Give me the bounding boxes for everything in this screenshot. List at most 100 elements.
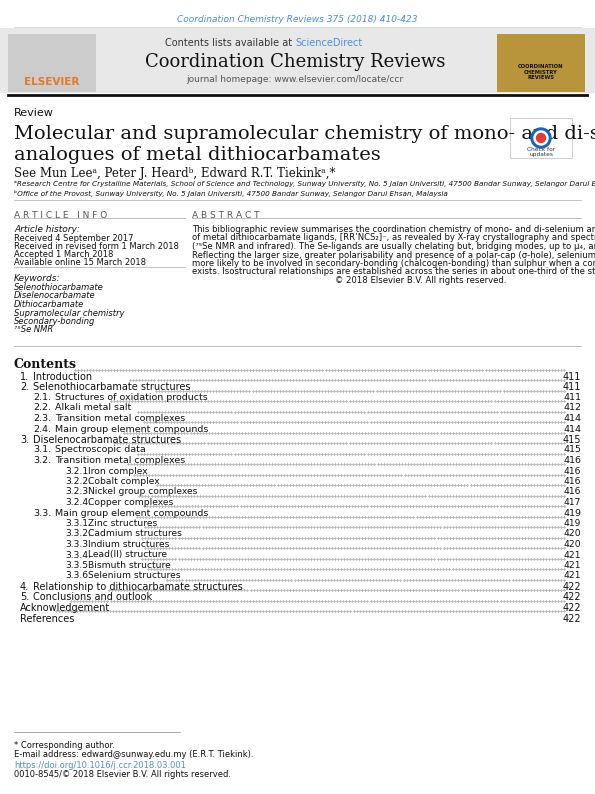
Text: 3.2.3.: 3.2.3. — [65, 488, 91, 496]
Text: Structures of oxidation products: Structures of oxidation products — [55, 393, 208, 402]
Text: Zinc structures: Zinc structures — [88, 519, 157, 528]
Text: Secondary-bonding: Secondary-bonding — [14, 317, 95, 326]
Text: 419: 419 — [563, 519, 581, 528]
Text: 4.: 4. — [20, 582, 29, 592]
Text: ScienceDirect: ScienceDirect — [295, 38, 362, 48]
Text: 3.3.3.: 3.3.3. — [65, 540, 91, 549]
Text: 2.1.: 2.1. — [33, 393, 51, 402]
Text: Spectroscopic data: Spectroscopic data — [55, 445, 146, 454]
Text: Diselenocarbamate: Diselenocarbamate — [14, 291, 96, 300]
Text: 3.2.1.: 3.2.1. — [65, 467, 91, 476]
Text: Keywords:: Keywords: — [14, 274, 61, 283]
Text: 421: 421 — [563, 550, 581, 560]
Text: Transition metal complexes: Transition metal complexes — [55, 456, 185, 465]
Circle shape — [534, 131, 548, 145]
Text: COORDINATION
CHEMISTRY
REVIEWS: COORDINATION CHEMISTRY REVIEWS — [518, 64, 564, 80]
Text: 419: 419 — [563, 508, 581, 518]
Text: Selenothiocarbamate: Selenothiocarbamate — [14, 283, 104, 292]
Text: Alkali metal salt: Alkali metal salt — [55, 403, 131, 413]
Text: Diselenocarbamate structures: Diselenocarbamate structures — [33, 435, 181, 445]
Text: Relationship to dithiocarbamate structures: Relationship to dithiocarbamate structur… — [33, 582, 243, 592]
Text: 411: 411 — [563, 383, 581, 392]
Text: A B S T R A C T: A B S T R A C T — [192, 211, 259, 220]
Text: Bismuth structure: Bismuth structure — [88, 561, 171, 570]
Text: Coordination Chemistry Reviews 375 (2018) 410-423: Coordination Chemistry Reviews 375 (2018… — [177, 16, 418, 25]
Text: Acknowledgement: Acknowledgement — [20, 603, 110, 613]
Text: ᵃResearch Centre for Crystalline Materials, School of Science and Technology, Su: ᵃResearch Centre for Crystalline Materia… — [14, 181, 595, 187]
Bar — [8, 34, 96, 92]
Text: Contents: Contents — [14, 358, 77, 371]
Text: Available online 15 March 2018: Available online 15 March 2018 — [14, 258, 146, 267]
Text: Conclusions and outlook: Conclusions and outlook — [33, 592, 152, 603]
Bar — [0, 28, 595, 93]
Text: Received 4 September 2017: Received 4 September 2017 — [14, 234, 133, 243]
Text: Main group element compounds: Main group element compounds — [55, 508, 208, 518]
Text: Cadmium structures: Cadmium structures — [88, 530, 182, 538]
Text: * Corresponding author.: * Corresponding author. — [14, 741, 115, 750]
Text: 3.3.6.: 3.3.6. — [65, 572, 91, 580]
Text: 421: 421 — [563, 561, 581, 570]
Text: (⁷⁵Se NMR and infrared). The Se-ligands are usually chelating but, bridging mode: (⁷⁵Se NMR and infrared). The Se-ligands … — [192, 242, 595, 251]
Text: 2.3.: 2.3. — [33, 414, 51, 423]
Text: Contents lists available at: Contents lists available at — [165, 38, 295, 48]
Text: Lead(II) structure: Lead(II) structure — [88, 550, 167, 560]
Text: 417: 417 — [563, 498, 581, 507]
Text: 2.: 2. — [20, 383, 29, 392]
Text: Received in revised form 1 March 2018: Received in revised form 1 March 2018 — [14, 242, 179, 251]
Text: 421: 421 — [563, 572, 581, 580]
Text: analogues of metal dithiocarbamates: analogues of metal dithiocarbamates — [14, 146, 381, 164]
Text: References: References — [20, 614, 74, 623]
Text: Iron complex: Iron complex — [88, 467, 148, 476]
Text: Main group element compounds: Main group element compounds — [55, 425, 208, 434]
Bar — [510, 118, 572, 158]
Text: 411: 411 — [563, 372, 581, 382]
Text: 422: 422 — [562, 614, 581, 623]
Text: 3.3.: 3.3. — [33, 508, 51, 518]
Text: 3.1.: 3.1. — [33, 445, 51, 454]
Text: Molecular and supramolecular chemistry of mono- and di-selenium: Molecular and supramolecular chemistry o… — [14, 125, 595, 143]
Text: E-mail address: edward@sunway.edu.my (E.R.T. Tiekink).: E-mail address: edward@sunway.edu.my (E.… — [14, 750, 253, 759]
Text: A R T I C L E   I N F O: A R T I C L E I N F O — [14, 211, 107, 220]
Text: 5.: 5. — [20, 592, 29, 603]
Text: 416: 416 — [563, 456, 581, 465]
Text: 3.3.5.: 3.3.5. — [65, 561, 91, 570]
Text: Supramolecular chemistry: Supramolecular chemistry — [14, 309, 124, 318]
Text: Accepted 1 March 2018: Accepted 1 March 2018 — [14, 250, 114, 259]
Text: 3.2.4.: 3.2.4. — [65, 498, 91, 507]
Text: 416: 416 — [563, 467, 581, 476]
Text: 0010-8545/© 2018 Elsevier B.V. All rights reserved.: 0010-8545/© 2018 Elsevier B.V. All right… — [14, 770, 231, 779]
Text: of metal dithiocarbamate ligands, [RR’NCS₂]⁻, as revealed by X-ray crystallograp: of metal dithiocarbamate ligands, [RR’NC… — [192, 233, 595, 242]
Text: 3.3.1.: 3.3.1. — [65, 519, 91, 528]
Text: ELSEVIER: ELSEVIER — [24, 77, 80, 87]
Text: ⁷⁵Se NMR: ⁷⁵Se NMR — [14, 326, 53, 334]
Text: Introduction: Introduction — [33, 372, 92, 382]
Text: 415: 415 — [563, 445, 581, 454]
Text: Check for
updates: Check for updates — [527, 147, 555, 157]
Text: Transition metal complexes: Transition metal complexes — [55, 414, 185, 423]
Text: 415: 415 — [562, 435, 581, 445]
Text: 414: 414 — [563, 425, 581, 434]
Text: 411: 411 — [563, 393, 581, 402]
Text: This bibliographic review summarises the coordination chemistry of mono- and di-: This bibliographic review summarises the… — [192, 225, 595, 234]
Text: 3.3.4.: 3.3.4. — [65, 550, 91, 560]
Text: 422: 422 — [562, 582, 581, 592]
Text: 420: 420 — [563, 540, 581, 549]
Text: Article history:: Article history: — [14, 225, 80, 234]
Text: See Mun Leeᵃ, Peter J. Heardᵇ, Edward R.T. Tiekinkᵃ,*: See Mun Leeᵃ, Peter J. Heardᵇ, Edward R.… — [14, 167, 336, 180]
Text: Coordination Chemistry Reviews: Coordination Chemistry Reviews — [145, 53, 445, 71]
Bar — [497, 34, 585, 92]
Text: Selenium structures: Selenium structures — [88, 572, 180, 580]
Text: more likely to be involved in secondary-bonding (chalcogen-bonding) than sulphur: more likely to be involved in secondary-… — [192, 259, 595, 268]
Text: 3.2.2.: 3.2.2. — [65, 477, 91, 486]
Circle shape — [537, 133, 546, 142]
Text: Dithiocarbamate: Dithiocarbamate — [14, 300, 84, 309]
Text: © 2018 Elsevier B.V. All rights reserved.: © 2018 Elsevier B.V. All rights reserved… — [192, 276, 506, 285]
Text: 2.4.: 2.4. — [33, 425, 51, 434]
Text: 3.2.: 3.2. — [33, 456, 51, 465]
Text: journal homepage: www.elsevier.com/locate/ccr: journal homepage: www.elsevier.com/locat… — [186, 75, 403, 84]
Text: 416: 416 — [563, 488, 581, 496]
Text: 3.: 3. — [20, 435, 29, 445]
Text: 412: 412 — [563, 403, 581, 413]
Text: 1.: 1. — [20, 372, 29, 382]
Text: 414: 414 — [563, 414, 581, 423]
